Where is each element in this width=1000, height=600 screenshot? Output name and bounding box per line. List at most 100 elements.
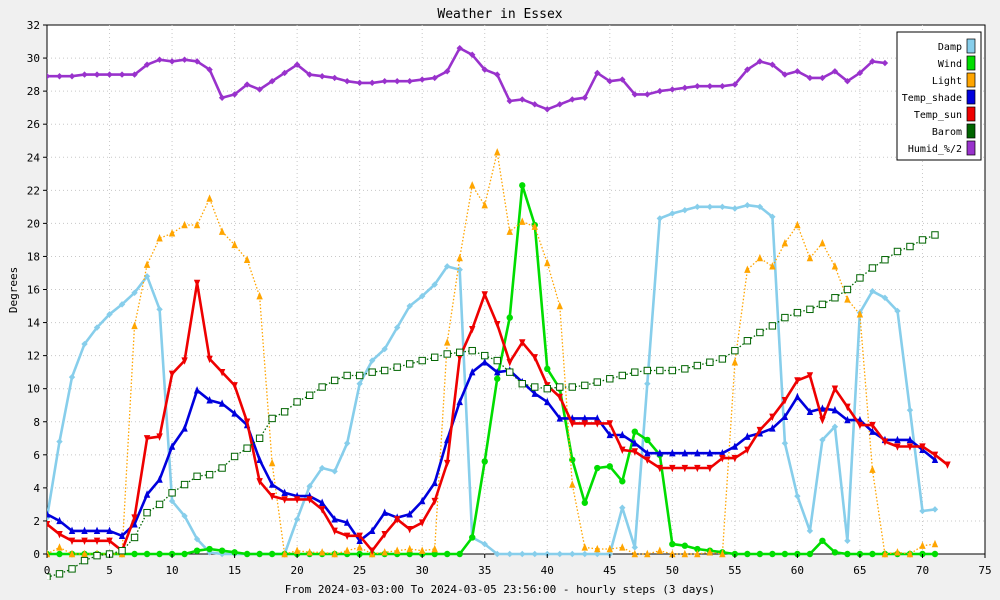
temp-sun-point bbox=[869, 421, 876, 430]
humid-2-point bbox=[756, 58, 764, 65]
humid-2-point bbox=[644, 91, 651, 98]
temp-sun-point bbox=[531, 354, 538, 362]
damp-point bbox=[206, 549, 213, 556]
light-point bbox=[268, 458, 276, 467]
temp-sun-point bbox=[844, 403, 851, 412]
series-line-temp-shade bbox=[47, 360, 936, 543]
wind-point bbox=[506, 314, 513, 321]
humid-2-point bbox=[881, 59, 889, 67]
x-tick-label: 55 bbox=[728, 564, 741, 577]
light-point bbox=[731, 358, 739, 366]
temp-shade-point bbox=[181, 424, 188, 432]
wind-point bbox=[193, 547, 201, 554]
temp-sun-point bbox=[331, 527, 338, 536]
light-point bbox=[706, 548, 714, 556]
barom-point bbox=[718, 355, 727, 363]
temp-shade-point bbox=[431, 478, 438, 487]
series-wind bbox=[47, 182, 939, 558]
barom-point bbox=[143, 508, 151, 517]
temp-shade-point bbox=[231, 409, 238, 417]
temp-sun-point bbox=[669, 464, 676, 473]
temp-shade-point bbox=[331, 515, 338, 523]
wind-point bbox=[681, 542, 689, 549]
damp-point bbox=[81, 340, 88, 348]
temp-shade-point bbox=[831, 405, 839, 414]
light-point bbox=[931, 539, 939, 548]
damp-point bbox=[881, 294, 889, 301]
wind-point bbox=[218, 547, 226, 554]
temp-sun-point bbox=[68, 537, 76, 545]
humid-2-point bbox=[506, 97, 513, 105]
humid-2-point bbox=[47, 73, 51, 80]
damp-point bbox=[118, 301, 126, 308]
damp-point bbox=[794, 492, 801, 500]
light-point bbox=[419, 546, 426, 554]
y-tick-label: 14 bbox=[27, 317, 41, 330]
barom-point bbox=[481, 351, 489, 360]
humid-2-point bbox=[343, 78, 351, 85]
x-tick-label: 45 bbox=[603, 564, 616, 577]
temp-shade-point bbox=[706, 448, 714, 457]
temp-shade-point bbox=[544, 397, 551, 406]
humid-2-point bbox=[744, 66, 751, 73]
wind-point bbox=[694, 545, 701, 553]
barom-point bbox=[230, 452, 239, 461]
wind-point bbox=[819, 537, 826, 544]
light-point bbox=[68, 549, 76, 558]
temp-shade-point bbox=[719, 448, 726, 457]
wind-point bbox=[469, 534, 476, 541]
wind-point bbox=[519, 182, 526, 189]
x-tick-label: 75 bbox=[978, 564, 991, 577]
temp-shade-point bbox=[406, 510, 413, 518]
wind-point bbox=[769, 550, 776, 558]
barom-point bbox=[80, 556, 89, 565]
humid-2-point bbox=[131, 71, 138, 78]
light-point bbox=[193, 220, 201, 229]
damp-point bbox=[581, 550, 588, 558]
humid-2-point bbox=[81, 71, 88, 78]
grid-lines bbox=[47, 25, 985, 554]
barom-point bbox=[393, 363, 401, 371]
temp-shade-point bbox=[481, 358, 488, 366]
x-tick-label: 70 bbox=[916, 564, 929, 577]
temp-sun-point bbox=[293, 496, 301, 504]
y-tick-label: 20 bbox=[27, 217, 40, 230]
barom-point bbox=[843, 285, 852, 294]
barom-point bbox=[543, 384, 551, 393]
wind-point bbox=[231, 549, 238, 556]
y-tick-label: 28 bbox=[27, 85, 40, 98]
legend-label-temp-shade: Temp_shade bbox=[902, 93, 962, 104]
humid-2-point bbox=[393, 78, 401, 85]
light-point bbox=[143, 260, 151, 268]
damp-point bbox=[131, 289, 138, 297]
temp-sun-point bbox=[569, 420, 576, 428]
light-point bbox=[594, 544, 601, 553]
barom-point bbox=[556, 383, 564, 391]
temp-sun-point bbox=[256, 478, 263, 486]
wind-point bbox=[831, 549, 839, 556]
humid-2-point bbox=[694, 82, 701, 90]
damp-point bbox=[756, 203, 764, 211]
humid-2-point bbox=[494, 71, 501, 78]
humid-2-point bbox=[794, 68, 801, 75]
temp-shade-point bbox=[47, 510, 51, 518]
damp-point bbox=[769, 213, 776, 220]
barom-point bbox=[493, 356, 501, 365]
temp-shade-point bbox=[906, 435, 914, 444]
temp-sun-point bbox=[556, 393, 563, 402]
temp-shade-point bbox=[844, 415, 851, 424]
wind-point bbox=[268, 550, 276, 558]
light-point bbox=[168, 229, 176, 237]
damp-point bbox=[168, 497, 176, 505]
light-point bbox=[906, 549, 914, 558]
damp-point bbox=[393, 324, 401, 331]
temp-shade-point bbox=[56, 516, 63, 525]
barom-point bbox=[668, 366, 677, 375]
temp-shade-point bbox=[368, 526, 376, 535]
humid-2-point bbox=[456, 44, 463, 52]
legend-swatch-wind bbox=[966, 55, 976, 71]
temp-sun-point bbox=[168, 370, 176, 379]
temp-shade-point bbox=[206, 396, 213, 404]
temp-sun-point bbox=[494, 321, 501, 329]
